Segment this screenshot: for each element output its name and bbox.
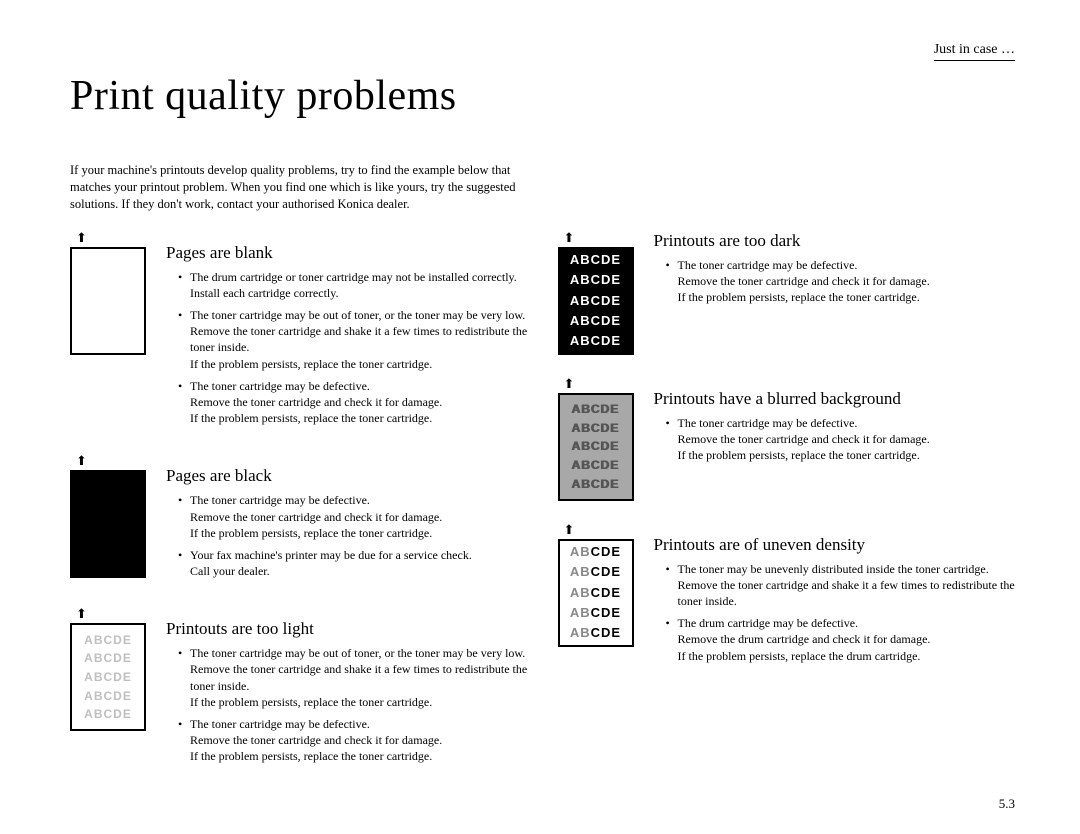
sample-column: ⬆ ABCDEABCDEABCDEABCDEABCDE bbox=[558, 523, 654, 647]
cause-text: Your fax machine's printer may be due fo… bbox=[190, 547, 528, 563]
intro-paragraph: If your machine's printouts develop qual… bbox=[70, 162, 530, 213]
up-arrow-icon: ⬆ bbox=[564, 377, 575, 390]
bullet-item: The toner cartridge may be defective.Rem… bbox=[178, 716, 528, 765]
sample-column: ⬆ ABCDEABCDEABCDEABCDEABCDE bbox=[70, 607, 166, 731]
cause-text: The toner cartridge may be out of toner,… bbox=[190, 645, 528, 661]
sample-column: ⬆ bbox=[70, 454, 166, 578]
fix-text: Remove the toner cartridge and check it … bbox=[678, 273, 1016, 305]
bullet-item: The toner may be unevenly distributed in… bbox=[666, 561, 1016, 610]
cause-text: The toner cartridge may be defective. bbox=[190, 716, 528, 732]
cause-text: The toner cartridge may be defective. bbox=[678, 257, 1016, 273]
sample-column: ⬆ ABCDEABCDEABCDEABCDEABCDE bbox=[558, 231, 654, 355]
bullet-item: The drum cartridge or toner cartridge ma… bbox=[178, 269, 528, 301]
fix-text: Remove the toner cartridge and check it … bbox=[678, 431, 1016, 463]
problem-title: Printouts are of uneven density bbox=[654, 535, 1016, 555]
problem-title: Printouts are too light bbox=[166, 619, 528, 639]
fix-text: Remove the drum cartridge and check it f… bbox=[678, 631, 1016, 663]
up-arrow-icon: ⬆ bbox=[564, 231, 575, 244]
problem-text: Printouts are too light The toner cartrid… bbox=[166, 607, 528, 770]
fix-text: Remove the toner cartridge and check it … bbox=[190, 394, 528, 426]
sample-uneven: ABCDEABCDEABCDEABCDEABCDE bbox=[558, 539, 634, 647]
problem-text: Pages are blank The drum cartridge or ton… bbox=[166, 231, 528, 433]
up-arrow-icon: ⬆ bbox=[76, 454, 87, 467]
problem-bullets: The toner cartridge may be defective.Rem… bbox=[166, 492, 528, 579]
left-column: ⬆ Pages are blank The drum cartridge or to… bbox=[70, 231, 528, 793]
up-arrow-icon: ⬆ bbox=[76, 231, 87, 244]
problem-block: ⬆ ABCDEABCDEABCDEABCDEABCDE Printouts are … bbox=[70, 607, 528, 770]
problem-title: Pages are black bbox=[166, 466, 528, 486]
problem-bullets: The toner cartridge may be out of toner,… bbox=[166, 645, 528, 764]
problem-block: ⬆ ABCDEABCDEABCDEABCDEABCDE Printouts are … bbox=[558, 231, 1016, 355]
bullet-item: The toner cartridge may be defective.Rem… bbox=[666, 257, 1016, 306]
problem-text: Printouts are of uneven density The toner… bbox=[654, 523, 1016, 670]
fix-text: Remove the toner cartridge and check it … bbox=[190, 732, 528, 764]
problem-text: Printouts have a blurred background The t… bbox=[654, 377, 1016, 470]
page-number: 5.3 bbox=[999, 796, 1015, 812]
cause-text: The toner cartridge may be out of toner,… bbox=[190, 307, 528, 323]
problem-title: Printouts have a blurred background bbox=[654, 389, 1016, 409]
bullet-item: The toner cartridge may be out of toner,… bbox=[178, 645, 528, 710]
problem-text: Pages are black The toner cartridge may b… bbox=[166, 454, 528, 585]
bullet-item: The drum cartridge may be defective.Remo… bbox=[666, 615, 1016, 664]
up-arrow-icon: ⬆ bbox=[564, 523, 575, 536]
sample-blank bbox=[70, 247, 146, 355]
fix-text: Remove the toner cartridge and shake it … bbox=[678, 577, 1016, 609]
problem-block: ⬆ ABCDEABCDEABCDEABCDEABCDE Printouts are … bbox=[558, 523, 1016, 670]
problem-block: ⬆ ABCDEABCDEABCDEABCDEABCDE Printouts have… bbox=[558, 377, 1016, 501]
cause-text: The toner cartridge may be defective. bbox=[678, 415, 1016, 431]
problem-title: Pages are blank bbox=[166, 243, 528, 263]
sample-black bbox=[70, 470, 146, 578]
cause-text: The drum cartridge or toner cartridge ma… bbox=[190, 269, 528, 285]
bullet-item: The toner cartridge may be out of toner,… bbox=[178, 307, 528, 372]
sample-dark: ABCDEABCDEABCDEABCDEABCDE bbox=[558, 247, 634, 355]
problem-title: Printouts are too dark bbox=[654, 231, 1016, 251]
sample-blur: ABCDEABCDEABCDEABCDEABCDE bbox=[558, 393, 634, 501]
fix-text: Remove the toner cartridge and shake it … bbox=[190, 661, 528, 710]
cause-text: The toner may be unevenly distributed in… bbox=[678, 561, 1016, 577]
cause-text: The drum cartridge may be defective. bbox=[678, 615, 1016, 631]
fix-text: Remove the toner cartridge and check it … bbox=[190, 509, 528, 541]
cause-text: The toner cartridge may be defective. bbox=[190, 378, 528, 394]
fix-text: Call your dealer. bbox=[190, 563, 528, 579]
fix-text: Remove the toner cartridge and shake it … bbox=[190, 323, 528, 372]
problem-bullets: The drum cartridge or toner cartridge ma… bbox=[166, 269, 528, 427]
problem-bullets: The toner cartridge may be defective.Rem… bbox=[654, 415, 1016, 464]
right-column: ⬆ ABCDEABCDEABCDEABCDEABCDE Printouts are … bbox=[558, 231, 1016, 793]
problem-block: ⬆ Pages are black The toner cartridge may … bbox=[70, 454, 528, 585]
section-header: Just in case … bbox=[934, 42, 1015, 61]
bullet-item: The toner cartridge may be defective.Rem… bbox=[178, 492, 528, 541]
problem-block: ⬆ Pages are blank The drum cartridge or to… bbox=[70, 231, 528, 433]
problem-text: Printouts are too dark The toner cartridg… bbox=[654, 231, 1016, 312]
sample-column: ⬆ bbox=[70, 231, 166, 355]
sample-column: ⬆ ABCDEABCDEABCDEABCDEABCDE bbox=[558, 377, 654, 501]
bullet-item: Your fax machine's printer may be due fo… bbox=[178, 547, 528, 579]
up-arrow-icon: ⬆ bbox=[76, 607, 87, 620]
fix-text: Install each cartridge correctly. bbox=[190, 285, 528, 301]
bullet-item: The toner cartridge may be defective.Rem… bbox=[178, 378, 528, 427]
content-columns: ⬆ Pages are blank The drum cartridge or to… bbox=[70, 231, 1015, 793]
bullet-item: The toner cartridge may be defective.Rem… bbox=[666, 415, 1016, 464]
page-title: Print quality problems bbox=[70, 72, 1015, 120]
sample-light: ABCDEABCDEABCDEABCDEABCDE bbox=[70, 623, 146, 731]
problem-bullets: The toner may be unevenly distributed in… bbox=[654, 561, 1016, 664]
cause-text: The toner cartridge may be defective. bbox=[190, 492, 528, 508]
problem-bullets: The toner cartridge may be defective.Rem… bbox=[654, 257, 1016, 306]
